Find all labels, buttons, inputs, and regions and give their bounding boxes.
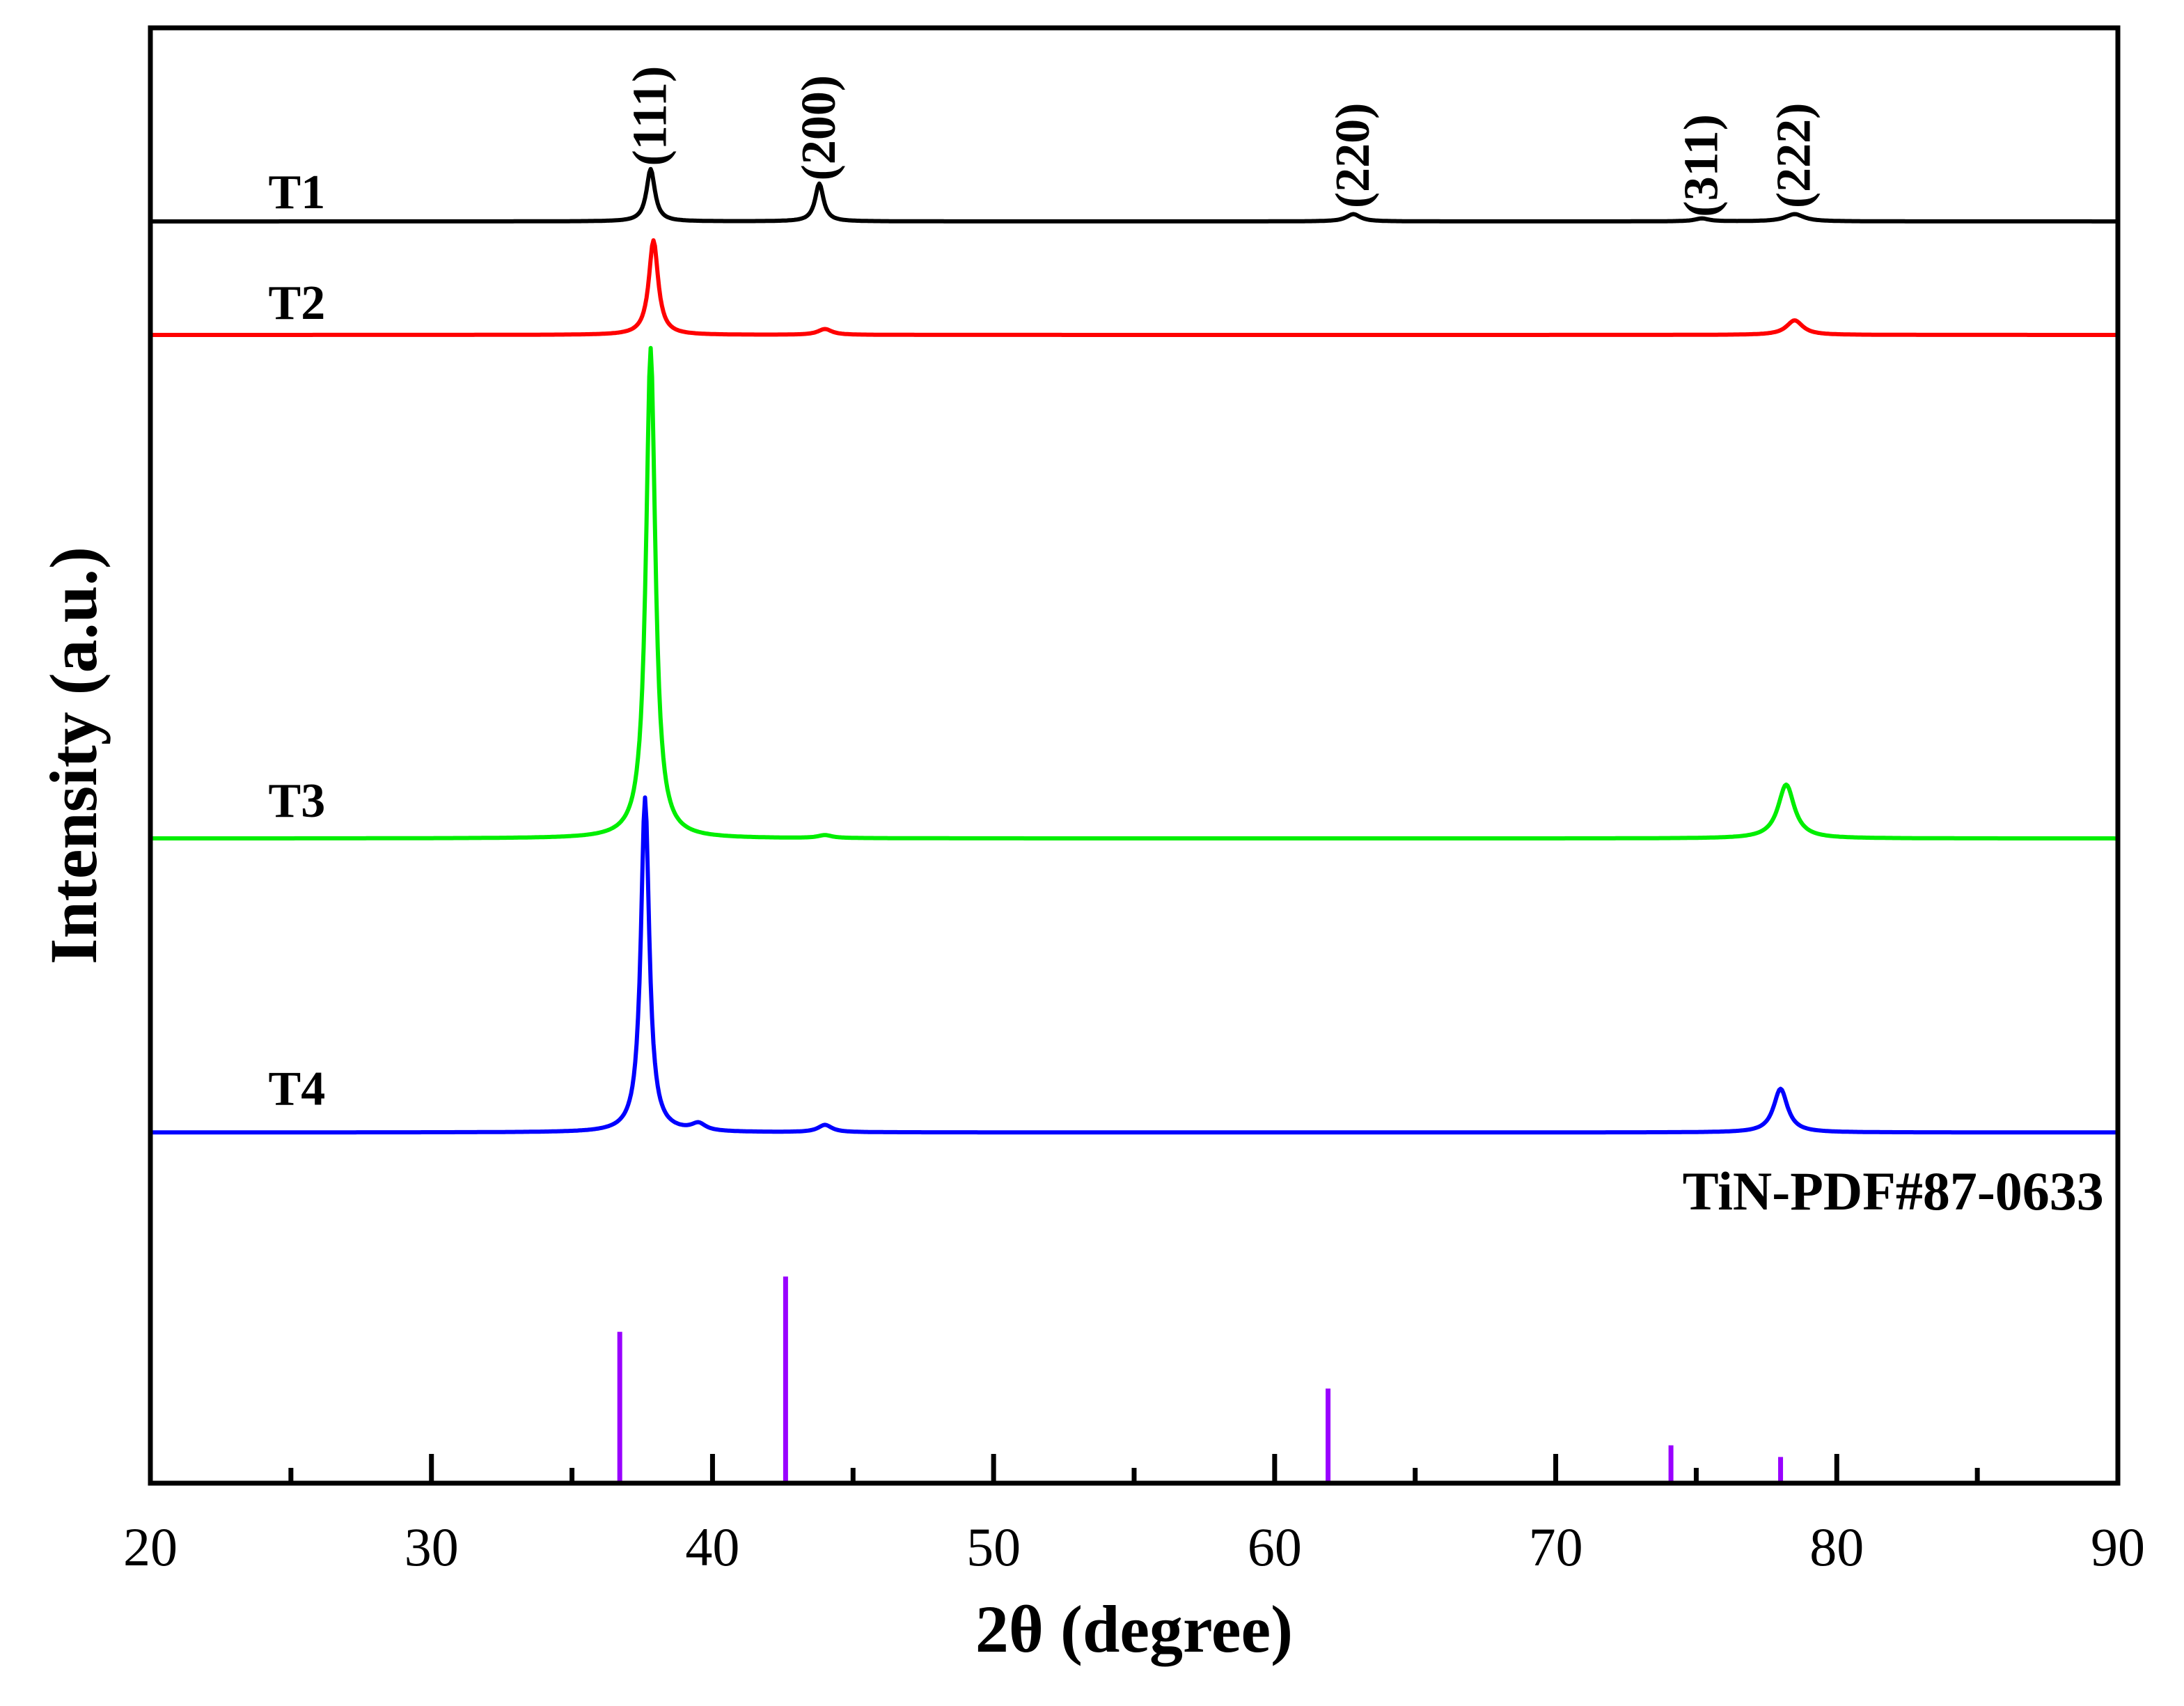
series-t1-line — [150, 166, 2119, 224]
x-tick-label: 30 — [404, 1517, 459, 1577]
series-t3-line — [150, 345, 2119, 841]
peak-annotation-111: (111) — [624, 66, 677, 166]
sample-label-t3: T3 — [269, 774, 326, 828]
reference-pattern-label: TiN-PDF#87-0633 — [1683, 1161, 2104, 1221]
sample-label-t4: T4 — [269, 1063, 326, 1116]
x-tick-label: 80 — [1809, 1517, 1864, 1577]
sample-label-t2: T2 — [269, 276, 326, 330]
reference-layer — [617, 1276, 1784, 1483]
label-layer: T1 T2 T3 T4 (111) (200) (220) (311) (222) TiN-PDF… — [269, 66, 2104, 1221]
peak-annotation-222: (222) — [1768, 103, 1821, 209]
peak-annotation-220: (220) — [1326, 103, 1380, 209]
sample-label-t1: T1 — [269, 166, 326, 219]
peak-annotation-311: (311) — [1675, 114, 1729, 217]
x-tick-label: 60 — [1248, 1517, 1302, 1577]
series-t4-line — [150, 795, 2119, 1135]
peak-annotation-200: (200) — [792, 75, 846, 181]
x-tick-label: 70 — [1529, 1517, 1583, 1577]
y-axis-title: Intensity (a.u.) — [36, 547, 111, 964]
x-axis-title: 2θ (degree) — [975, 1592, 1293, 1666]
x-tick-label: 50 — [966, 1517, 1021, 1577]
x-tick-label: 90 — [2091, 1517, 2145, 1577]
tick-layer: 20 30 40 50 60 70 80 90 — [123, 1454, 2145, 1577]
series-t2-line — [150, 238, 2119, 337]
x-tick-label: 20 — [123, 1517, 178, 1577]
x-tick-label: 40 — [685, 1517, 739, 1577]
series-layer — [150, 166, 2119, 1135]
